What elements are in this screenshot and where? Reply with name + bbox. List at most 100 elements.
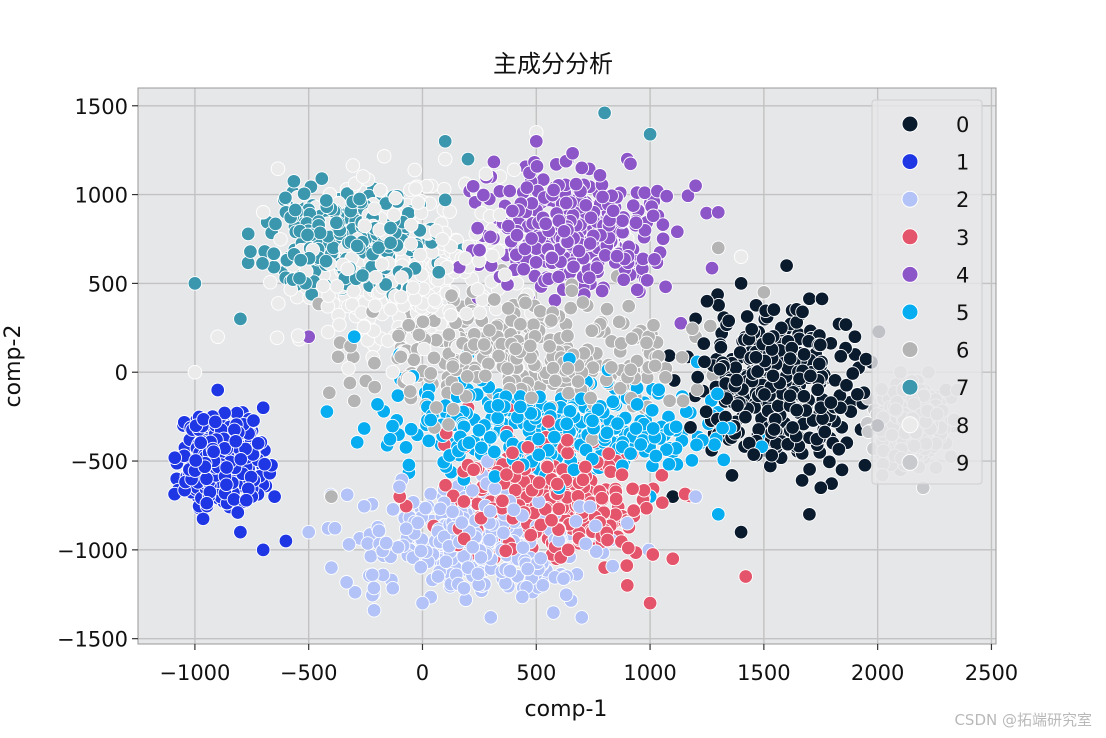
scatter-point-class-4 <box>670 224 685 239</box>
scatter-point-class-4 <box>556 224 572 239</box>
scatter-point-class-7 <box>266 246 282 261</box>
scatter-point-class-8 <box>407 162 422 178</box>
scatter-point-class-8 <box>290 328 306 343</box>
scatter-point-class-8 <box>403 236 419 252</box>
scatter-point-class-0 <box>796 388 812 404</box>
scatter-point-class-8 <box>435 232 450 247</box>
scatter-point-class-0 <box>697 354 712 370</box>
scatter-point-class-8 <box>410 195 426 210</box>
scatter-point-class-4 <box>647 252 662 267</box>
scatter-point-class-6 <box>613 380 628 396</box>
scatter-point-class-4 <box>547 293 563 308</box>
scatter-point-class-4 <box>505 203 520 219</box>
scatter-point-class-4 <box>609 248 625 264</box>
scatter-point-class-1 <box>233 452 249 467</box>
scatter-point-class-3 <box>495 493 510 509</box>
scatter-point-class-2 <box>496 525 511 541</box>
scatter-point-class-0 <box>690 369 705 385</box>
legend-marker-1 <box>901 153 919 171</box>
scatter-point-class-8 <box>437 151 453 167</box>
scatter-point-class-3 <box>645 547 661 562</box>
scatter-point-class-4 <box>673 315 689 331</box>
scatter-point-class-6 <box>423 366 439 381</box>
scatter-point-class-4 <box>568 176 584 192</box>
scatter-point-class-2 <box>535 577 551 593</box>
scatter-point-class-6 <box>658 370 673 385</box>
scatter-point-class-8 <box>273 232 288 247</box>
scatter-point-class-2 <box>574 610 590 625</box>
scatter-point-class-8 <box>263 275 278 290</box>
scatter-point-class-1 <box>167 450 183 465</box>
scatter-point-class-4 <box>517 241 533 257</box>
scatter-point-class-2 <box>365 567 380 583</box>
y-tick-label: −1000 <box>57 539 128 563</box>
scatter-point-class-6 <box>445 359 461 374</box>
scatter-point-class-0 <box>857 457 873 473</box>
legend-label-6: 6 <box>956 339 969 363</box>
scatter-point-class-0 <box>696 336 712 351</box>
scatter-point-class-3 <box>575 472 591 488</box>
scatter-point-class-5 <box>629 397 645 412</box>
scatter-point-class-4 <box>582 270 597 285</box>
scatter-point-class-5 <box>651 382 666 397</box>
x-tick-label: −1000 <box>159 661 230 685</box>
scatter-point-class-6 <box>703 318 718 334</box>
scatter-point-class-6 <box>563 300 578 316</box>
scatter-point-class-0 <box>817 424 833 440</box>
scatter-point-class-8 <box>408 181 423 196</box>
scatter-point-class-0 <box>738 409 753 425</box>
scatter-point-class-8 <box>356 319 372 335</box>
scatter-point-class-3 <box>550 476 565 492</box>
scatter-point-class-0 <box>744 322 759 337</box>
scatter-point-class-1 <box>250 436 266 451</box>
scatter-point-class-0 <box>739 309 755 324</box>
scatter-point-class-7 <box>318 253 334 269</box>
scatter-point-class-7 <box>268 216 283 232</box>
scatter-point-class-6 <box>689 382 705 397</box>
scatter-point-class-0 <box>802 462 817 477</box>
scatter-point-class-4 <box>558 195 574 211</box>
scatter-point-class-8 <box>458 251 473 266</box>
scatter-point-class-7 <box>352 191 367 207</box>
scatter-point-class-4 <box>655 231 671 247</box>
scatter-point-class-6 <box>662 393 677 409</box>
scatter-point-class-0 <box>847 329 863 344</box>
scatter-point-class-3 <box>639 500 654 516</box>
scatter-point-class-6 <box>599 301 615 317</box>
scatter-point-class-6 <box>449 381 465 397</box>
scatter-point-class-5 <box>531 431 546 447</box>
scatter-point-class-8 <box>269 330 285 345</box>
scatter-point-class-3 <box>619 558 635 573</box>
scatter-point-class-5 <box>385 418 400 434</box>
scatter-point-class-5 <box>403 421 419 437</box>
scatter-point-class-3 <box>626 503 641 518</box>
scatter-point-class-0 <box>698 404 714 419</box>
scatter-point-class-0 <box>782 388 798 403</box>
scatter-point-class-3 <box>620 578 635 593</box>
scatter-point-class-2 <box>465 539 480 555</box>
scatter-point-class-5 <box>605 394 621 409</box>
scatter-point-class-8 <box>332 317 347 332</box>
scatter-point-class-3 <box>655 495 670 510</box>
scatter-point-class-7 <box>292 271 307 286</box>
scatter-point-class-8 <box>355 169 371 184</box>
scatter-point-class-2 <box>324 560 339 575</box>
scatter-point-class-3 <box>520 440 536 455</box>
scatter-point-class-1 <box>246 413 261 428</box>
scatter-point-class-6 <box>675 393 691 409</box>
y-tick-label: 500 <box>88 272 128 296</box>
scatter-point-class-1 <box>210 382 225 398</box>
scatter-point-class-6 <box>544 313 559 328</box>
x-tick-label: 1500 <box>737 661 790 685</box>
scatter-point-class-6 <box>647 358 663 374</box>
chart-title: 主成分分析 <box>493 50 613 78</box>
scatter-point-class-0 <box>748 350 764 365</box>
scatter-point-class-2 <box>556 571 571 586</box>
scatter-point-class-8 <box>383 302 398 317</box>
scatter-point-class-2 <box>533 551 548 566</box>
scatter-point-class-6 <box>458 351 473 366</box>
scatter-point-class-6 <box>481 356 496 372</box>
scatter-point-class-8 <box>372 182 388 198</box>
legend-marker-2 <box>901 190 919 208</box>
scatter-point-class-7 <box>329 215 344 230</box>
